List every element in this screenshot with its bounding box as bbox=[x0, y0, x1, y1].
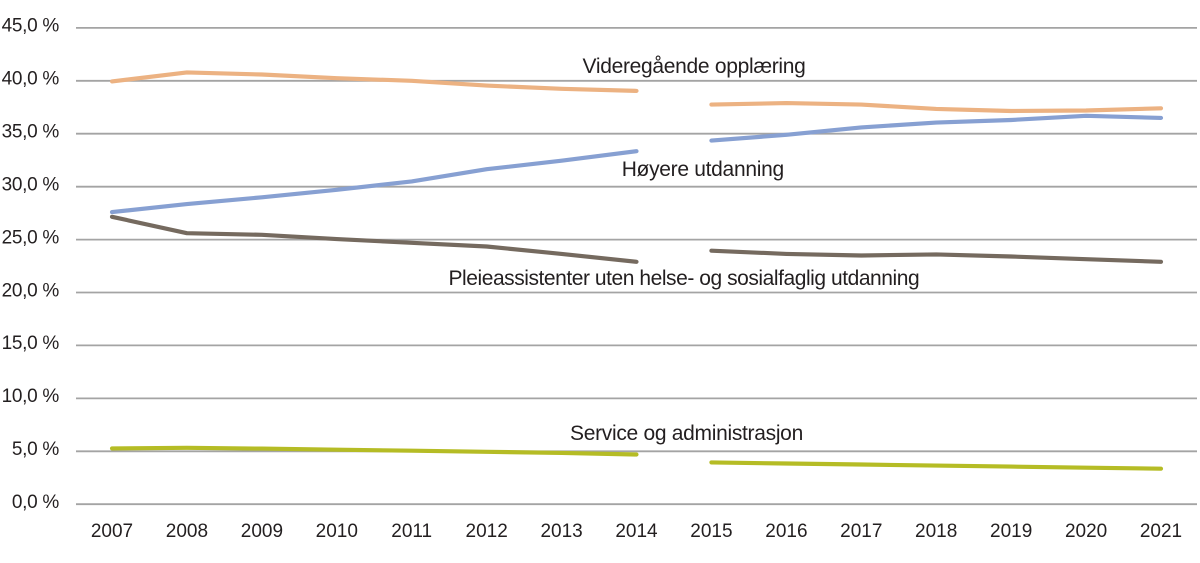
svg-text:5,0 %: 5,0 % bbox=[12, 439, 59, 460]
svg-text:2017: 2017 bbox=[840, 521, 882, 542]
svg-text:2021: 2021 bbox=[1140, 521, 1182, 542]
svg-text:2010: 2010 bbox=[316, 521, 358, 542]
svg-text:35,0 %: 35,0 % bbox=[2, 122, 60, 143]
svg-text:2013: 2013 bbox=[540, 521, 582, 542]
svg-text:15,0 %: 15,0 % bbox=[2, 333, 60, 354]
svg-text:2015: 2015 bbox=[690, 521, 732, 542]
svg-text:2020: 2020 bbox=[1065, 521, 1107, 542]
svg-text:2016: 2016 bbox=[765, 521, 807, 542]
svg-text:2008: 2008 bbox=[166, 521, 208, 542]
svg-text:0,0 %: 0,0 % bbox=[12, 492, 59, 513]
svg-text:45,0 %: 45,0 % bbox=[2, 16, 60, 37]
svg-text:20,0 %: 20,0 % bbox=[2, 280, 60, 301]
svg-text:Service og administrasjon: Service og administrasjon bbox=[570, 422, 803, 445]
svg-text:2012: 2012 bbox=[466, 521, 508, 542]
svg-text:2007: 2007 bbox=[91, 521, 133, 542]
svg-text:2009: 2009 bbox=[241, 521, 283, 542]
svg-text:30,0 %: 30,0 % bbox=[2, 175, 60, 196]
svg-text:Pleieassistenter uten helse- o: Pleieassistenter uten helse- og sosialfa… bbox=[449, 267, 920, 290]
svg-text:25,0 %: 25,0 % bbox=[2, 227, 60, 248]
svg-text:Høyere utdanning: Høyere utdanning bbox=[622, 158, 784, 181]
svg-text:2019: 2019 bbox=[990, 521, 1032, 542]
svg-text:10,0 %: 10,0 % bbox=[2, 386, 60, 407]
svg-text:2018: 2018 bbox=[915, 521, 957, 542]
svg-text:2011: 2011 bbox=[391, 521, 432, 542]
svg-text:40,0 %: 40,0 % bbox=[2, 69, 60, 90]
svg-text:2014: 2014 bbox=[615, 521, 658, 542]
svg-text:Videregående opplæring: Videregående opplæring bbox=[583, 55, 806, 78]
